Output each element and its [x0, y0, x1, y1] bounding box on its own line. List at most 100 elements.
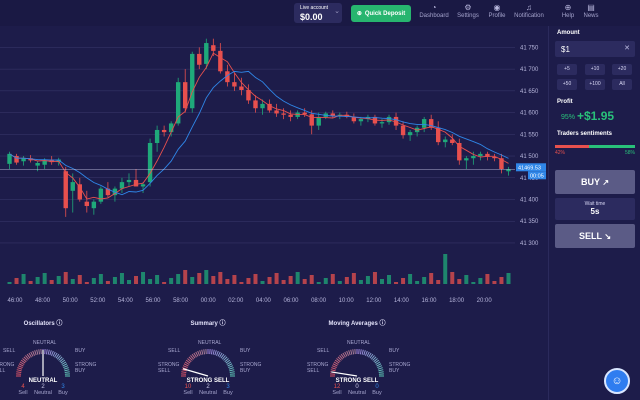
candle: [464, 158, 469, 161]
gauge-scale-label: STRONG SELL: [0, 362, 15, 374]
time-axis-label: 54:00: [117, 298, 133, 304]
time-axis-label: 04:00: [255, 298, 271, 304]
gauge-verdict: NEUTRAL: [28, 378, 58, 384]
candle: [485, 153, 490, 157]
gauge-tick: [52, 351, 56, 357]
clear-icon[interactable]: ✕: [624, 45, 630, 52]
gauge-tick: [181, 369, 187, 372]
time-axis-label: 02:00: [228, 298, 244, 304]
quick-amount-button[interactable]: All: [612, 79, 632, 90]
nav-news[interactable]: ▤ News: [573, 3, 609, 19]
amount-value: $1: [561, 45, 570, 54]
candle: [239, 86, 244, 90]
gauge-tick: [214, 350, 217, 356]
volume-bar: [239, 282, 244, 284]
gauge-tick: [336, 358, 341, 363]
account-type-label: Live account: [300, 5, 329, 11]
candle: [49, 159, 54, 163]
volume-bar: [485, 274, 490, 284]
candle: [492, 156, 497, 159]
candle: [330, 113, 335, 117]
candle: [400, 125, 406, 136]
volume-bar: [134, 276, 139, 284]
volume-bar: [232, 275, 237, 284]
time-axis-label: 48:00: [35, 298, 51, 304]
price-axis-label: 41 300: [520, 241, 539, 247]
account-switcher[interactable]: Live account $0.00 ⌄: [294, 3, 342, 23]
quick-amount-button[interactable]: +5: [557, 64, 577, 75]
volume-bar: [7, 282, 12, 284]
gauge-tick: [366, 351, 370, 357]
nav-settings-label: Settings: [457, 13, 479, 19]
gauge-tick: [348, 350, 351, 356]
gauge-title: Oscillators ⓘ: [23, 321, 63, 327]
quick-amount-button[interactable]: +20: [612, 64, 632, 75]
buy-label: BUY: [580, 177, 600, 187]
gauge-tick: [36, 349, 39, 355]
quick-amount-button[interactable]: +50: [557, 79, 577, 90]
volume-bar: [119, 273, 124, 284]
gauge-count: 4 Sell: [18, 384, 28, 396]
quick-amount-button[interactable]: +100: [585, 79, 605, 90]
nav-notification-label: Notification: [514, 13, 544, 19]
price-chart[interactable]: 41 750 41 700 41 650 41 600 41 550 41 500 41 4…: [0, 26, 548, 308]
timer-tag: [528, 171, 546, 180]
amount-input[interactable]: $1 ✕: [555, 41, 635, 57]
gauge-title: Summary ⓘ: [190, 321, 226, 327]
volume-bar: [351, 273, 356, 284]
time-axis-label: 52:00: [90, 298, 106, 304]
volume-bar: [309, 275, 314, 284]
wait-time-value: 5s: [590, 207, 600, 216]
volume-bar: [105, 281, 110, 284]
gauge-count: 3 Buy: [58, 384, 68, 396]
gauge-scale-label: SELL: [317, 348, 330, 354]
gauge-tick: [375, 361, 381, 365]
candle: [499, 158, 504, 170]
sell-button[interactable]: SELL ↘: [555, 224, 635, 248]
volume-bar: [436, 280, 441, 284]
trend-up-icon: ↗: [602, 178, 610, 187]
candle: [274, 110, 279, 114]
volume-bar: [457, 279, 462, 284]
volume-bar: [169, 278, 174, 284]
gauge-tick: [181, 371, 187, 374]
candle: [70, 182, 75, 191]
current-price-value: 41469.53: [518, 165, 541, 171]
candle: [218, 50, 223, 72]
gauge-tick: [64, 371, 70, 374]
dashboard-icon: ◔: [431, 3, 437, 12]
quick-amount-button[interactable]: +10: [585, 64, 605, 75]
candle: [260, 103, 265, 109]
gauge-scale-label: NEUTRAL: [198, 340, 222, 346]
wait-time: Wait time 5s: [555, 198, 635, 220]
nav-help[interactable]: ⊕ Help: [550, 3, 586, 19]
candle: [133, 179, 139, 187]
help-icon: ⊕: [564, 3, 572, 12]
volume-bar: [98, 274, 103, 284]
gauge-tick: [376, 363, 382, 367]
gauge-tick: [183, 363, 189, 367]
candle: [14, 156, 19, 163]
gauge-count: 10 Sell: [183, 384, 193, 396]
gauge-tick: [28, 352, 32, 358]
nav-profile[interactable]: ◉ Profile: [479, 3, 515, 19]
buy-button[interactable]: BUY ↗: [555, 170, 635, 194]
candle: [393, 116, 399, 126]
quick-deposit-button[interactable]: ⊕ Quick Deposit: [351, 5, 411, 22]
nav-dashboard[interactable]: ◔ Dashboard: [416, 3, 452, 19]
candle: [21, 158, 26, 162]
candle: [379, 122, 385, 124]
volume-bar: [372, 272, 377, 284]
chat-support-button[interactable]: ☺: [604, 368, 630, 394]
gauge-tick: [64, 369, 70, 372]
trend-down-icon: ↘: [604, 232, 612, 241]
gauge-tick: [190, 355, 195, 360]
candle: [506, 169, 511, 172]
nav-settings[interactable]: ⚙ Settings: [450, 3, 486, 19]
gauge-tick: [16, 371, 22, 374]
volume-bar: [246, 278, 251, 284]
gauge-tick: [331, 367, 337, 370]
gauge-count: 2 Neutral: [34, 384, 52, 396]
nav-notification[interactable]: ♫ Notification: [511, 3, 547, 19]
gauge-tick: [219, 352, 223, 358]
